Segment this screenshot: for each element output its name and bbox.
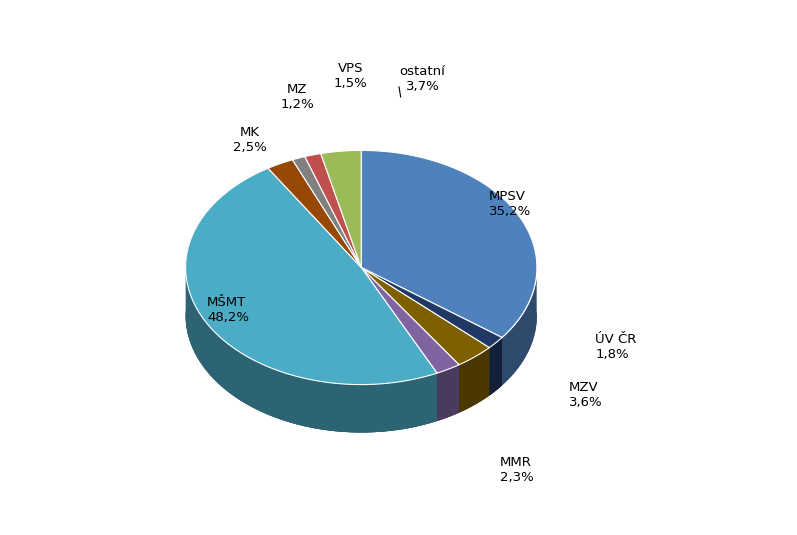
Polygon shape [361,150,537,338]
Text: MMR
2,3%: MMR 2,3% [500,456,533,484]
Polygon shape [186,313,437,432]
Polygon shape [361,316,459,421]
Text: ÚV ČR
1,8%: ÚV ČR 1,8% [595,333,637,361]
Polygon shape [292,157,361,268]
Polygon shape [361,150,537,338]
Text: MŠMT
48,2%: MŠMT 48,2% [207,296,249,324]
Polygon shape [489,338,502,395]
Polygon shape [361,268,502,385]
Polygon shape [361,268,489,365]
Text: MK
2,5%: MK 2,5% [233,126,266,154]
Polygon shape [361,268,437,421]
Polygon shape [305,154,361,268]
Text: MPSV
35,2%: MPSV 35,2% [489,189,532,218]
Polygon shape [361,316,489,412]
Polygon shape [186,262,437,432]
Polygon shape [459,348,489,412]
Polygon shape [186,262,437,432]
Polygon shape [361,268,489,365]
Polygon shape [268,160,361,268]
Polygon shape [361,316,502,395]
Polygon shape [437,365,459,421]
Polygon shape [320,150,361,268]
Polygon shape [361,314,537,385]
Polygon shape [361,268,459,373]
Polygon shape [292,157,361,268]
Polygon shape [361,268,459,412]
Polygon shape [489,338,502,395]
Polygon shape [320,150,361,268]
Polygon shape [186,168,437,385]
Polygon shape [268,160,361,268]
Text: ostatní
3,7%: ostatní 3,7% [399,65,446,93]
Polygon shape [305,154,361,268]
Polygon shape [459,348,489,412]
Polygon shape [502,262,537,385]
Text: VPS
1,5%: VPS 1,5% [334,62,367,90]
Polygon shape [361,268,502,348]
Polygon shape [361,268,489,395]
Polygon shape [437,365,459,421]
Polygon shape [361,268,437,421]
Polygon shape [361,268,459,373]
Polygon shape [361,268,489,395]
Text: MZV
3,6%: MZV 3,6% [569,381,603,409]
Polygon shape [361,268,502,348]
Polygon shape [186,168,437,385]
Text: MZ
1,2%: MZ 1,2% [281,83,314,111]
Polygon shape [361,268,459,412]
Polygon shape [361,268,502,385]
